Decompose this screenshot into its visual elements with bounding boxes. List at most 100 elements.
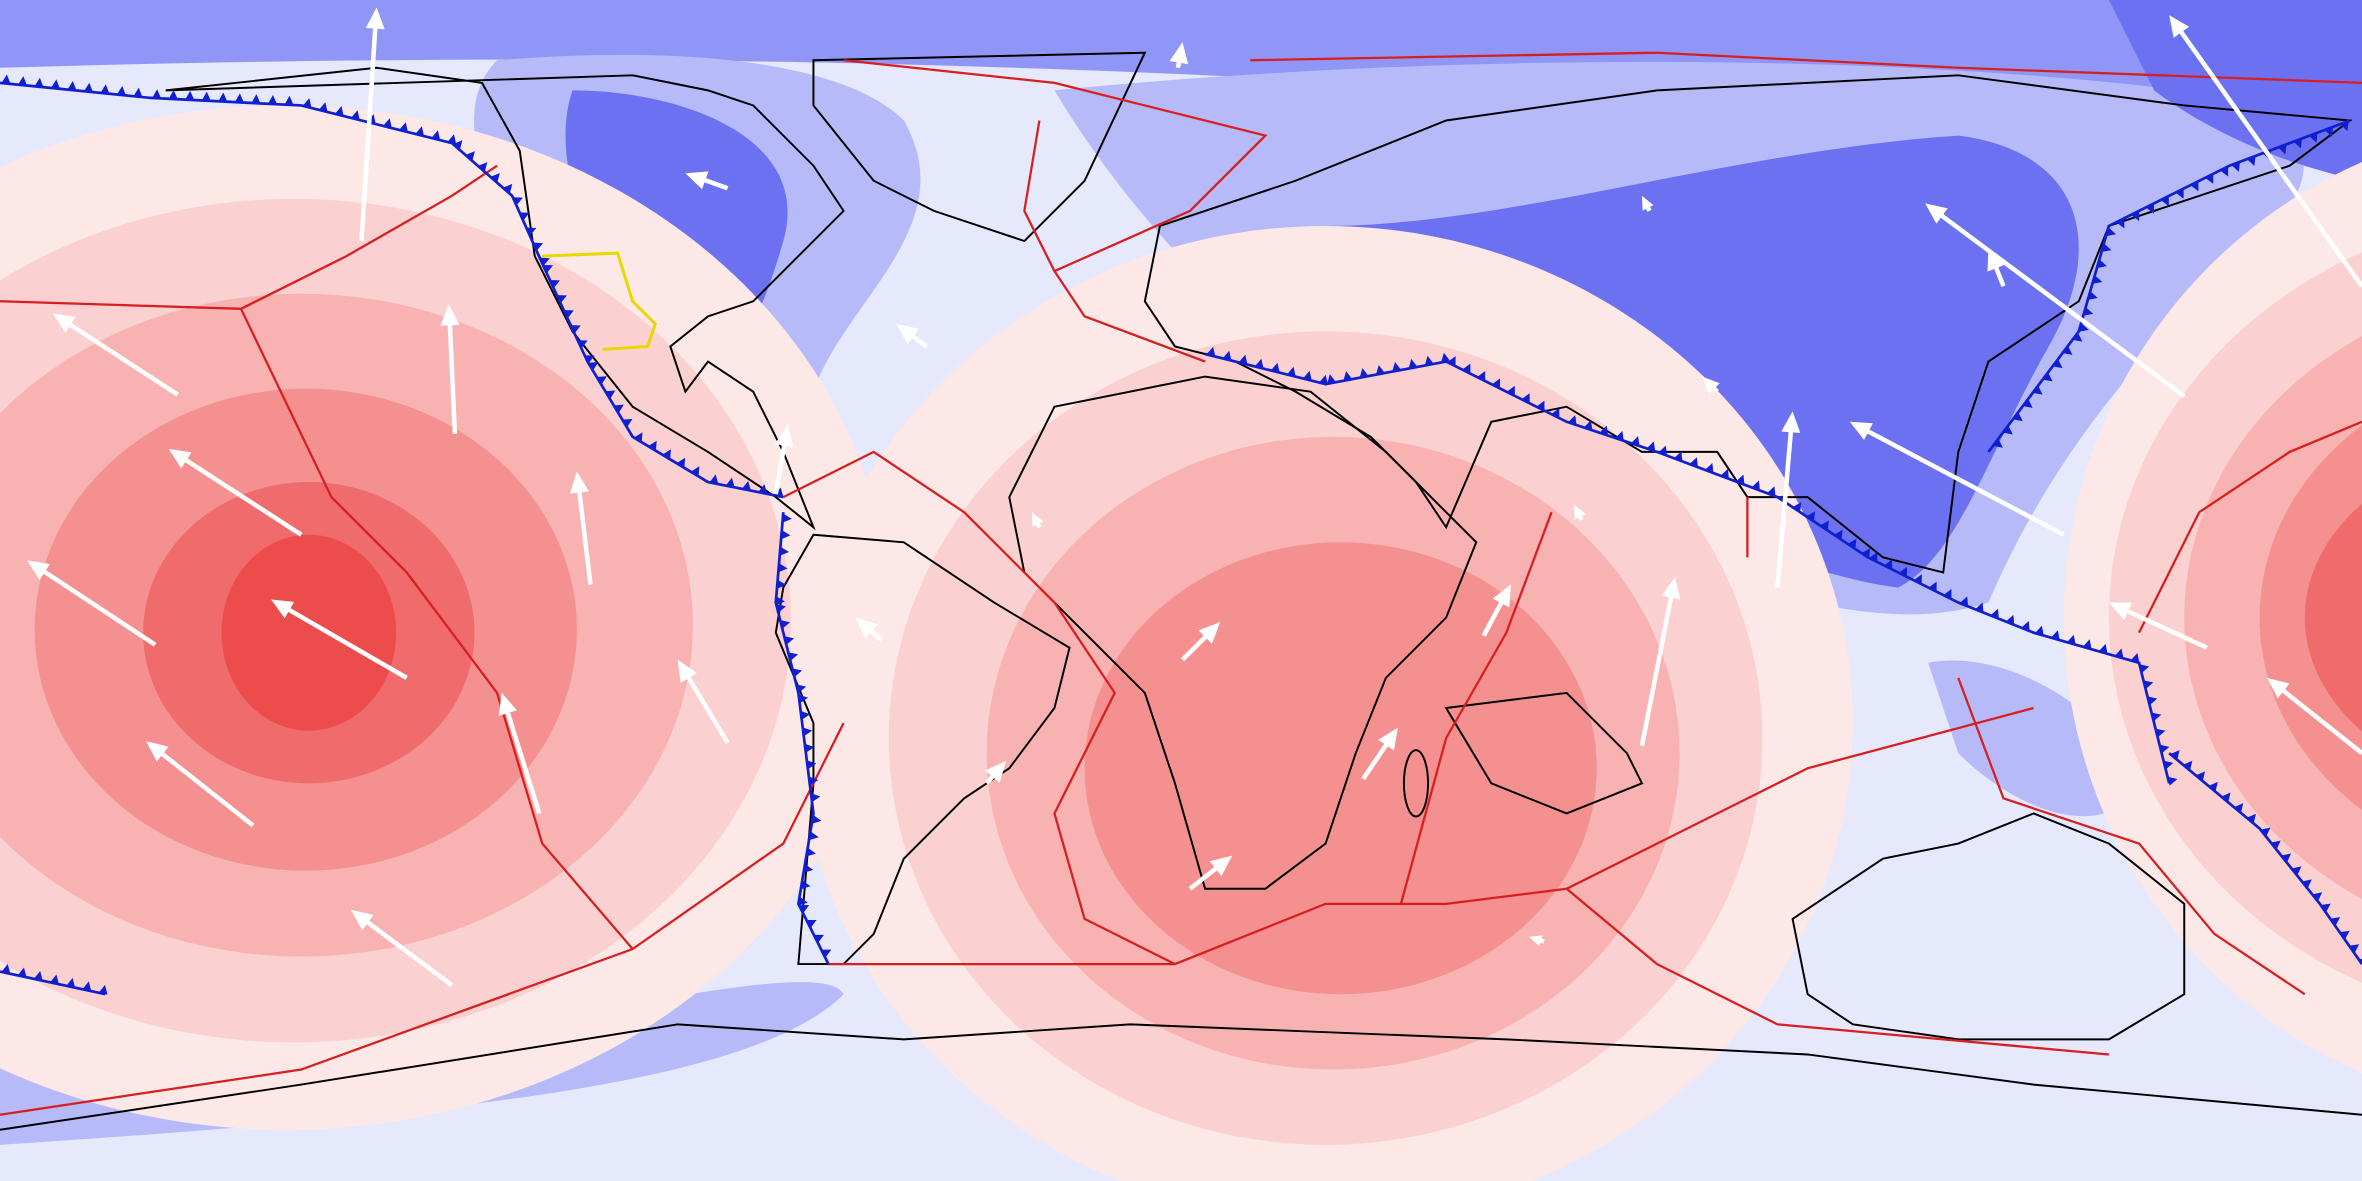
coastlines <box>0 1023 2362 1131</box>
subduction-tooth <box>50 79 60 89</box>
subduction-tooth <box>570 325 581 334</box>
subduction-tooth <box>2278 144 2287 155</box>
subduction-tooth <box>415 126 425 137</box>
subduction-tooth <box>2195 771 2206 782</box>
subduction-tooth <box>1392 361 1402 372</box>
subduction-tooth <box>808 776 819 786</box>
positive-field <box>221 534 397 731</box>
subduction-tooth <box>2167 776 2178 786</box>
subduction-tooth <box>447 134 457 145</box>
subduction-tooth <box>1615 430 1624 441</box>
subduction-tooth <box>2349 944 2360 954</box>
subduction-tooth <box>2260 827 2271 837</box>
subduction-tooth <box>1869 551 1878 563</box>
subduction-tooth <box>512 197 523 206</box>
subduction-tooth <box>806 919 817 929</box>
subduction-tooth <box>796 684 807 694</box>
subduction-tooth <box>318 102 328 113</box>
subduction-tooth <box>2246 813 2256 824</box>
subduction-tooth <box>1959 596 1969 607</box>
subduction-tooth <box>2022 398 2033 408</box>
subduction-tooth <box>2281 853 2292 863</box>
subduction-tooth <box>802 727 813 737</box>
subduction-tooth <box>1833 529 1843 540</box>
subduction-tooth <box>168 90 178 100</box>
arrow-shaft <box>700 176 729 191</box>
arrow-shaft <box>359 24 378 242</box>
arrow-head <box>855 617 878 639</box>
arrow-head <box>1781 411 1801 434</box>
subduction-line <box>1987 119 2351 453</box>
negative-field <box>1325 135 2079 588</box>
arrow-head <box>2108 602 2133 621</box>
plate-boundaries <box>2138 420 2362 634</box>
subduction-tooth <box>1928 581 1937 592</box>
arrow-shaft <box>157 749 255 828</box>
subduction-tooth <box>431 130 441 141</box>
subduction-tooth <box>50 974 59 985</box>
positive-field <box>1084 542 1597 995</box>
subduction-tooth <box>2246 155 2256 166</box>
subduction-tooth <box>2183 760 2193 771</box>
subduction-tooth <box>302 98 312 109</box>
subduction-tooth <box>605 390 616 399</box>
subduction-tooth <box>83 82 93 93</box>
arrow-shaft <box>504 708 542 815</box>
subduction-tooth <box>779 546 790 556</box>
subduction-tooth <box>1913 574 1922 585</box>
arrow-shaft <box>2278 686 2362 755</box>
subduction-tooth <box>1238 354 1248 365</box>
subduction-tooth <box>218 92 228 102</box>
subduction-tooth <box>2116 218 2125 229</box>
plate-boundaries <box>782 450 1176 966</box>
arrow-shaft <box>447 321 458 434</box>
subduction-tooth <box>2190 181 2199 192</box>
negative-field <box>1928 660 2140 817</box>
subduction-tooth <box>2050 630 2060 641</box>
subduction-tooth <box>1689 457 1698 468</box>
arrow-shaft <box>1188 864 1221 891</box>
subduction-tooth <box>1583 420 1593 431</box>
plate-boundaries <box>843 59 1268 363</box>
subduction-tooth <box>1303 370 1312 381</box>
coastlines <box>1008 375 1478 890</box>
arrow-head <box>146 741 169 762</box>
plate-boundaries <box>1023 120 1056 272</box>
subduction-tooth <box>549 280 560 289</box>
arrow-shaft <box>2123 607 2208 650</box>
subduction-line <box>0 970 106 996</box>
subduction-tooth <box>1222 350 1232 361</box>
subduction-tooth <box>709 474 719 485</box>
subduction-tooth <box>556 295 567 304</box>
subduction-tooth <box>1599 425 1609 436</box>
arrow-head <box>168 448 192 469</box>
subduction-tooth <box>1861 548 1871 559</box>
arrow-shaft <box>1361 740 1391 781</box>
subduction-tooth <box>2012 412 2023 422</box>
subduction-tooth <box>1767 486 1776 497</box>
subduction-tooth <box>775 596 785 606</box>
subduction-tooth <box>34 77 44 88</box>
subduction-tooth <box>185 90 195 101</box>
arrow-head <box>1378 727 1398 751</box>
subduction-tooth <box>2062 345 2073 355</box>
subduction-tooth <box>152 89 162 99</box>
subduction-tooth <box>2114 648 2124 659</box>
subduction-tooth <box>2002 425 2013 435</box>
plate-boundaries <box>240 308 634 950</box>
subduction-tooth <box>490 173 500 183</box>
subduction-tooth <box>1477 370 1486 382</box>
subduction-tooth <box>613 404 624 414</box>
subduction-tooth <box>2155 728 2166 738</box>
arrow-shaft <box>39 567 157 647</box>
subduction-tooth <box>17 967 27 978</box>
subduction-tooth <box>2208 781 2218 792</box>
arrow-head <box>774 424 794 448</box>
subduction-tooth <box>2309 132 2318 143</box>
subduction-tooth <box>1441 352 1450 363</box>
subduction-tooth <box>741 480 751 491</box>
subduction-tooth <box>2151 712 2162 722</box>
arrow-head <box>1925 203 1948 224</box>
coastlines <box>1143 74 2353 574</box>
